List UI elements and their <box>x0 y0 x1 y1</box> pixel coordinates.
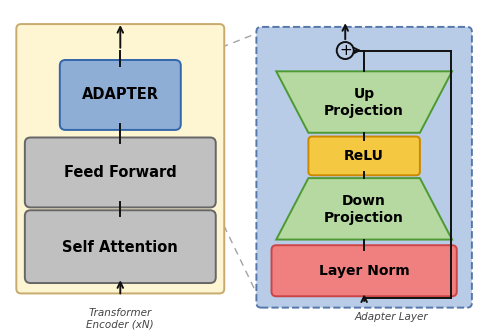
FancyBboxPatch shape <box>272 245 457 296</box>
Text: ReLU: ReLU <box>344 149 384 163</box>
Text: Transformer
Encoder (xN): Transformer Encoder (xN) <box>87 308 154 329</box>
FancyBboxPatch shape <box>308 136 420 175</box>
Text: Adapter Layer: Adapter Layer <box>355 312 429 322</box>
Polygon shape <box>276 71 452 133</box>
FancyBboxPatch shape <box>25 137 216 208</box>
FancyBboxPatch shape <box>16 24 224 293</box>
Text: Self Attention: Self Attention <box>62 240 178 255</box>
Text: $+$: $+$ <box>338 43 352 58</box>
FancyBboxPatch shape <box>256 27 472 308</box>
Text: Up
Projection: Up Projection <box>324 87 404 118</box>
Text: Down
Projection: Down Projection <box>324 194 404 225</box>
FancyBboxPatch shape <box>25 210 216 283</box>
FancyBboxPatch shape <box>60 60 181 130</box>
Text: ADAPTER: ADAPTER <box>82 87 159 103</box>
Text: Feed Forward: Feed Forward <box>64 165 177 180</box>
Polygon shape <box>276 178 452 240</box>
Text: Layer Norm: Layer Norm <box>319 264 409 278</box>
